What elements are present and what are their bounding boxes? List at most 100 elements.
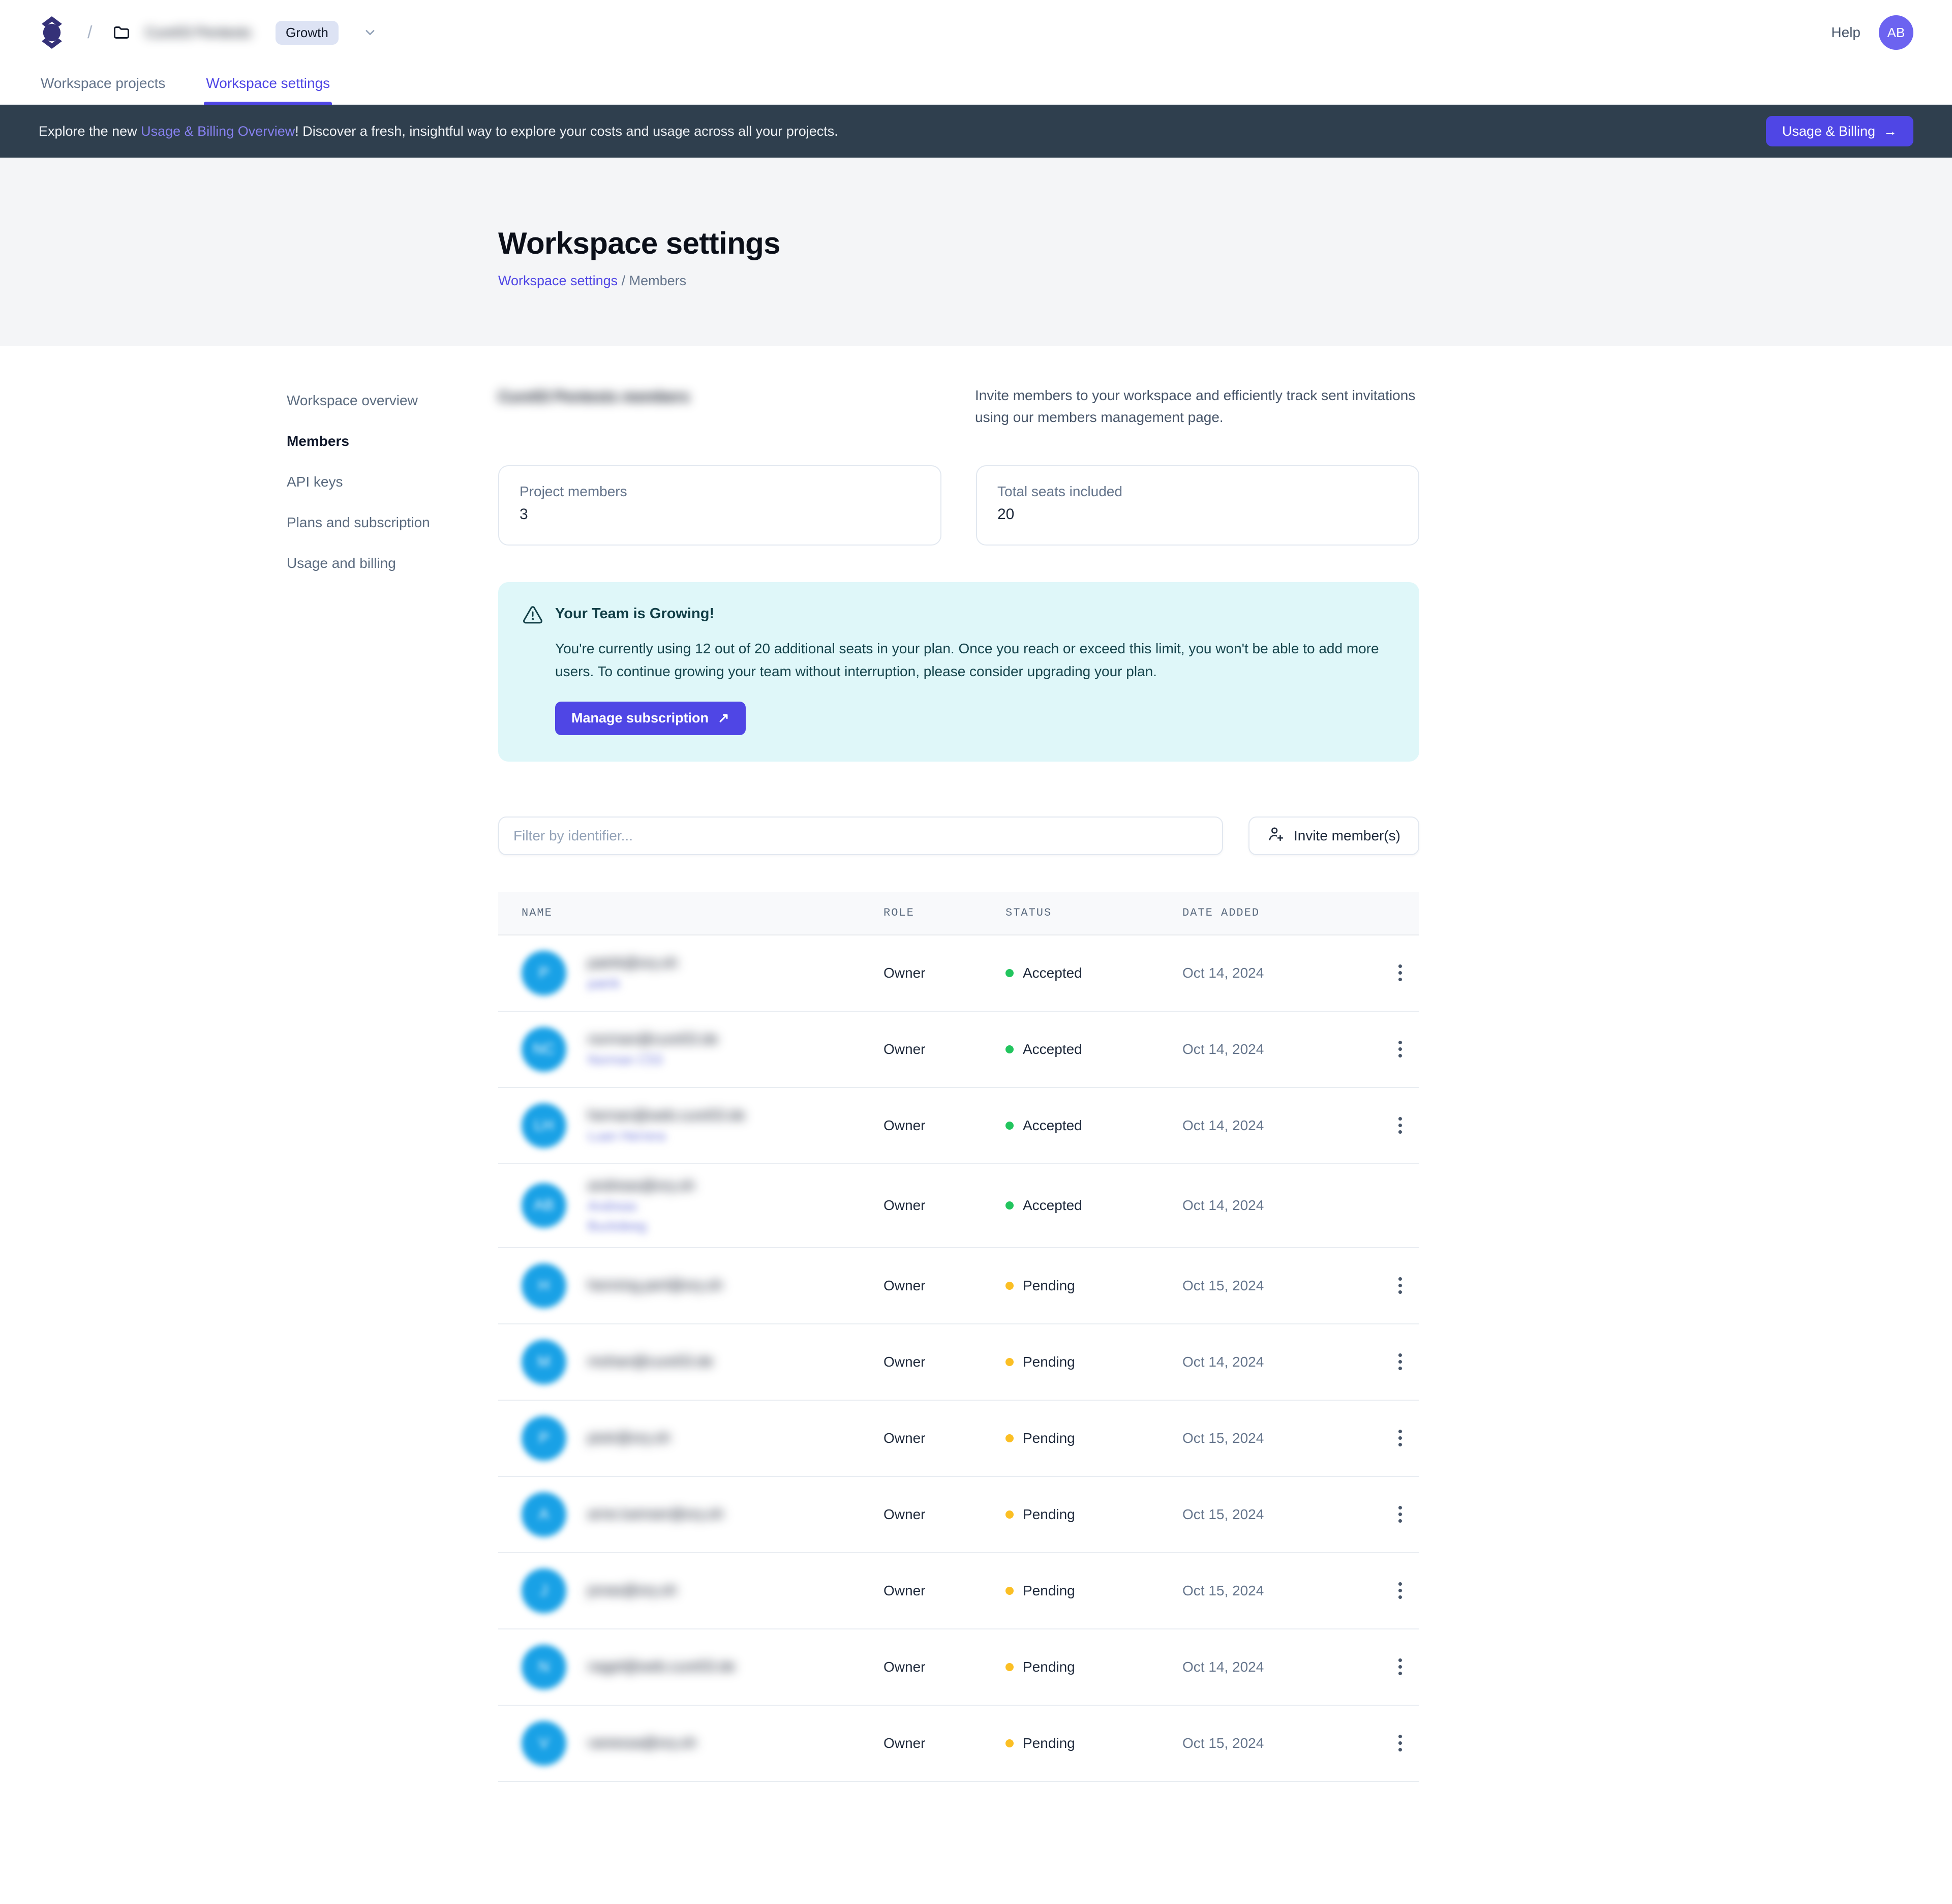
member-status: Pending [1005,1583,1182,1599]
member-status: Accepted [1005,1117,1182,1134]
member-email: arne.luenser@ory.sh [588,1506,724,1522]
column-header-role: ROLE [883,906,914,919]
member-avatar: V [522,1720,566,1766]
workspace-name[interactable]: Cure53 Pentests [145,24,252,40]
member-role: Owner [883,1658,926,1675]
filter-input[interactable] [498,816,1223,855]
members-section-description: Invite members to your workspace and eff… [975,387,1416,426]
breadcrumb-workspace-settings-link[interactable]: Workspace settings [498,273,618,288]
status-dot [1005,1121,1014,1130]
member-date-added: Oct 14, 2024 [1182,1353,1264,1370]
member-avatar: J [522,1568,566,1613]
person-plus-icon [1267,825,1285,846]
top-bar: / Cure53 Pentests Growth Help AB [0,0,1952,65]
member-display-name[interactable]: Luan Herrera [588,1128,666,1143]
member-role: Owner [883,1041,926,1057]
primary-tabs: Workspace projects Workspace settings [0,65,1952,105]
breadcrumb-separator: / [87,22,93,42]
row-menu-button[interactable] [1386,1653,1414,1681]
row-menu-button[interactable] [1386,1035,1414,1064]
row-menu-button[interactable] [1386,1348,1414,1376]
team-growing-alert: Your Team is Growing! You're currently u… [498,582,1419,762]
external-link-icon: ↗ [718,710,729,726]
member-email: mohan@cure53.de [588,1353,714,1370]
card-value: 3 [520,505,528,523]
member-role: Owner [883,964,926,981]
manage-subscription-button[interactable]: Manage subscription ↗ [555,701,746,735]
stat-cards: Project members 3 Total seats included 2… [498,465,1419,546]
tab-workspace-settings[interactable]: Workspace settings [204,65,332,105]
column-header-name: NAME [522,906,553,919]
member-status: Accepted [1005,1197,1182,1214]
member-role: Owner [883,1582,926,1598]
chevron-down-icon[interactable] [363,25,377,40]
member-display-name[interactable]: Norman C53 [588,1051,663,1067]
member-role: Owner [883,1735,926,1751]
usage-billing-button[interactable]: Usage & Billing → [1765,116,1913,146]
row-menu-button[interactable] [1386,1729,1414,1758]
member-date-added: Oct 15, 2024 [1182,1430,1264,1446]
member-avatar: A [522,1492,566,1537]
member-email: piotr@ory.sh [588,1430,670,1446]
page-header: Workspace settings Workspace settings / … [0,158,1952,346]
usage-billing-overview-link[interactable]: Usage & Billing Overview [141,123,295,139]
ory-logo-icon[interactable] [39,14,65,51]
usage-billing-banner: Explore the new Usage & Billing Overview… [0,105,1952,158]
member-avatar: H [522,1263,566,1308]
sidebar-item-members[interactable]: Members [287,433,349,449]
member-avatar: N [522,1644,566,1689]
banner-text: Explore the new Usage & Billing Overview… [39,123,838,139]
sidebar-item-workspace-overview[interactable]: Workspace overview [287,392,418,408]
row-menu-button[interactable] [1386,1111,1414,1140]
status-dot [1005,969,1014,977]
row-menu-button[interactable] [1386,1577,1414,1605]
member-avatar: P [522,1415,566,1461]
member-email: henning.perl@ory.sh [588,1277,723,1293]
member-display-name[interactable]: Andreas [588,1198,637,1214]
row-menu-button[interactable] [1386,1500,1414,1529]
member-avatar: NC [522,1026,566,1072]
plan-badge: Growth [276,20,339,45]
row-menu-button[interactable] [1386,959,1414,987]
help-link[interactable]: Help [1831,24,1860,40]
member-status: Pending [1005,1659,1182,1675]
member-date-added: Oct 14, 2024 [1182,1658,1264,1675]
members-section-title: Cure53 Pentests members [498,388,690,405]
member-display-name[interactable]: patrik [588,975,620,991]
member-date-added: Oct 14, 2024 [1182,1117,1264,1133]
sidebar-item-usage-and-billing[interactable]: Usage and billing [287,555,396,571]
member-role: Owner [883,1353,926,1370]
status-dot [1005,1281,1014,1290]
status-dot [1005,1739,1014,1747]
user-avatar[interactable]: AB [1879,15,1913,50]
member-date-added: Oct 15, 2024 [1182,1506,1264,1522]
member-display-name[interactable]: Buckdeeg [588,1218,647,1233]
member-avatar: M [522,1339,566,1384]
column-header-date-added: DATE ADDED [1182,906,1260,919]
member-date-added: Oct 15, 2024 [1182,1582,1264,1598]
member-date-added: Oct 14, 2024 [1182,964,1264,981]
arrow-right-icon: → [1883,123,1897,139]
sidebar-item-api-keys[interactable]: API keys [287,474,343,490]
member-role: Owner [883,1277,926,1293]
tab-workspace-projects[interactable]: Workspace projects [41,75,166,91]
row-menu-button[interactable] [1386,1424,1414,1453]
row-menu-button[interactable] [1386,1272,1414,1300]
invite-members-button[interactable]: Invite member(s) [1248,816,1419,855]
member-role: Owner [883,1506,926,1522]
folder-icon [112,23,131,42]
member-email: jonas@ory.sh [588,1582,677,1598]
settings-nav: Workspace overview Members API keys Plans a… [287,384,498,1782]
member-status: Pending [1005,1278,1182,1294]
sidebar-item-plans-and-subscription[interactable]: Plans and subscription [287,515,430,530]
member-date-added: Oct 14, 2024 [1182,1197,1264,1213]
status-dot [1005,1586,1014,1595]
member-avatar: AB [522,1183,566,1228]
member-email: vanessa@ory.sh [588,1735,697,1751]
